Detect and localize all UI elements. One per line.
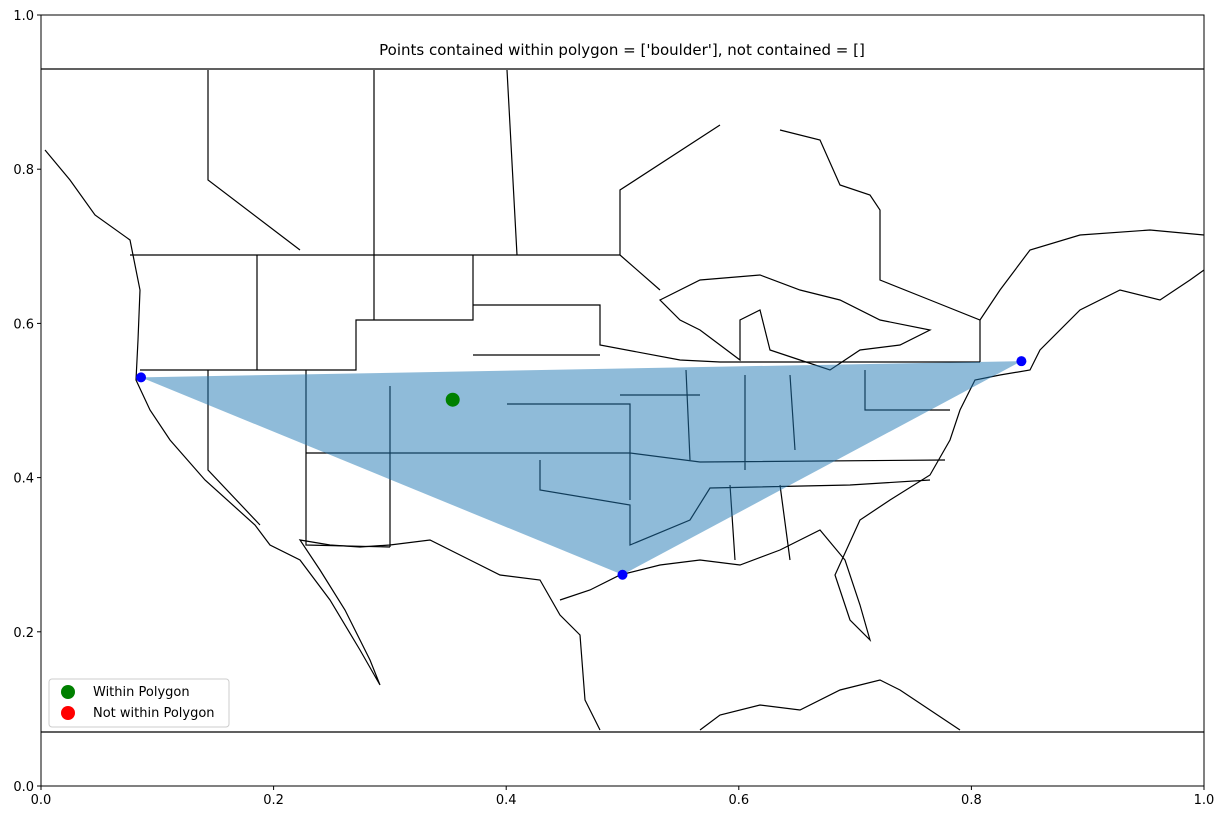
axes-frame <box>40 14 1205 787</box>
coastline <box>44 149 601 731</box>
y-tick-label: 0.6 <box>13 317 34 332</box>
y-tick-label: 0.4 <box>13 472 34 487</box>
legend: Within Polygon Not within Polygon <box>48 678 230 728</box>
y-tick-label: 0.0 <box>13 780 34 795</box>
x-tick-label: 0.8 <box>961 793 982 808</box>
x-tick-label: 0.6 <box>728 793 749 808</box>
coastline <box>779 129 1205 321</box>
x-tick-label: 1.0 <box>1194 793 1215 808</box>
coastline <box>699 679 961 731</box>
chart-title: Points contained within polygon = ['boul… <box>379 41 865 59</box>
x-tick-label: 0.2 <box>263 793 284 808</box>
legend-label: Within Polygon <box>93 685 190 700</box>
polygon-vertex <box>1016 356 1027 367</box>
legend-marker <box>61 706 75 720</box>
legend-label: Not within Polygon <box>93 706 215 721</box>
y-tick-label: 1.0 <box>13 9 34 24</box>
x-tick-label: 0.0 <box>31 793 52 808</box>
coastline <box>559 269 1205 643</box>
x-tick-label: 0.4 <box>496 793 517 808</box>
legend-box <box>48 678 230 728</box>
polygon-vertex <box>617 569 628 580</box>
point <box>445 392 460 407</box>
legend-marker <box>61 685 75 699</box>
polygon-vertex <box>136 372 147 383</box>
polygon-area <box>141 361 1022 575</box>
y-tick-label: 0.8 <box>13 163 34 178</box>
y-tick-label: 0.2 <box>13 626 34 641</box>
